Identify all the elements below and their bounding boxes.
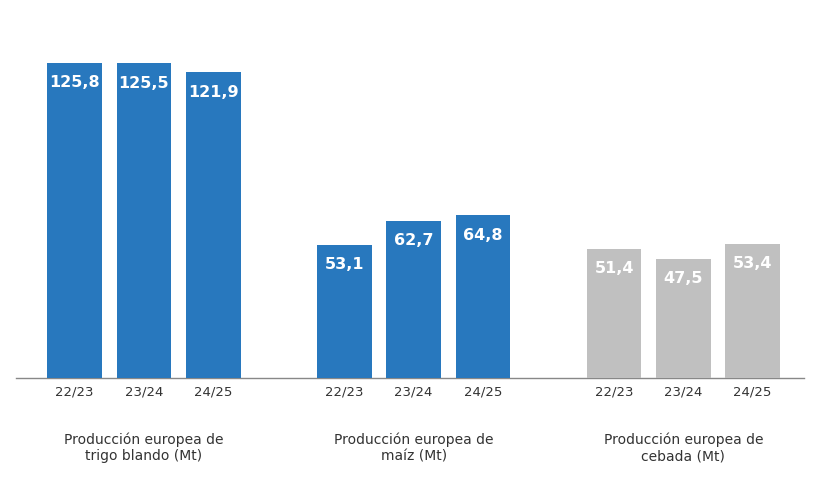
Bar bbox=[386, 221, 441, 378]
Bar bbox=[724, 244, 779, 378]
Text: Producción europea de
maíz (Mt): Producción europea de maíz (Mt) bbox=[333, 433, 493, 463]
Bar bbox=[655, 258, 710, 378]
Bar bbox=[48, 62, 102, 378]
Text: 51,4: 51,4 bbox=[594, 261, 633, 276]
Text: 64,8: 64,8 bbox=[463, 228, 502, 243]
Bar bbox=[186, 72, 240, 378]
Text: 62,7: 62,7 bbox=[393, 233, 433, 248]
Text: 125,8: 125,8 bbox=[49, 75, 100, 90]
Bar bbox=[586, 249, 640, 378]
Text: 125,5: 125,5 bbox=[119, 76, 169, 91]
Text: 47,5: 47,5 bbox=[663, 271, 702, 286]
Bar bbox=[317, 244, 371, 378]
Bar bbox=[455, 215, 509, 378]
Bar bbox=[116, 63, 171, 378]
Text: 53,1: 53,1 bbox=[324, 257, 364, 272]
Text: 121,9: 121,9 bbox=[188, 85, 238, 100]
Text: Producción europea de
cebada (Mt): Producción europea de cebada (Mt) bbox=[603, 433, 762, 463]
Text: 53,4: 53,4 bbox=[732, 257, 771, 272]
Text: Producción europea de
trigo blando (Mt): Producción europea de trigo blando (Mt) bbox=[64, 433, 224, 463]
